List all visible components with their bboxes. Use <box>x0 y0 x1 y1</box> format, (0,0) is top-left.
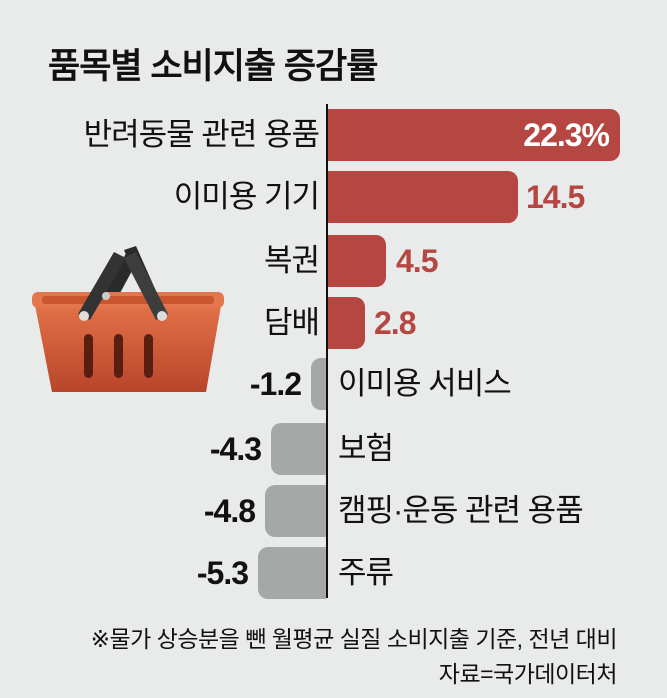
value-label: -5.3 <box>196 555 249 591</box>
value-label: -4.3 <box>209 431 262 467</box>
bar-positive <box>328 235 386 287</box>
value-label: 14.5 <box>526 179 585 215</box>
source-note: 자료=국가데이터처 <box>438 661 618 687</box>
bar-row-insurance: -4.3 보험 <box>0 423 667 475</box>
bar-row-alcohol: -5.3 주류 <box>0 547 667 599</box>
value-label: 2.8 <box>374 305 416 341</box>
category-label: 이미용 기기 <box>173 179 320 214</box>
category-label: 반려동물 관련 용품 <box>83 117 320 152</box>
category-label: 담배 <box>263 305 320 340</box>
category-label: 보험 <box>338 431 394 466</box>
bar-row-lottery: 복권 4.5 <box>0 235 667 287</box>
value-label: 4.5 <box>396 243 438 279</box>
category-label: 이미용 서비스 <box>338 366 512 401</box>
bar-positive <box>328 171 518 223</box>
footnote: ※물가 상승분을 뺀 월평균 실질 소비지출 기준, 전년 대비 <box>90 626 618 652</box>
bar-row-pet-supplies: 반려동물 관련 용품 22.3% <box>0 109 667 161</box>
value-label: -4.8 <box>203 493 256 529</box>
bar-positive <box>328 109 620 161</box>
shopping-basket-icon <box>32 246 224 392</box>
bar-row-camping-sports: -4.8 캠핑·운동 관련 용품 <box>0 485 667 537</box>
bar-negative <box>311 358 326 410</box>
bar-negative <box>265 485 326 537</box>
chart-title: 품목별 소비지출 증감률 <box>48 47 378 86</box>
bar-row-tobacco: 담배 2.8 <box>0 297 667 349</box>
bar-positive <box>328 297 365 349</box>
bar-negative <box>271 423 326 475</box>
category-label: 복권 <box>263 243 320 278</box>
category-label: 주류 <box>338 555 394 590</box>
zero-axis-line <box>326 104 328 598</box>
bar-row-beauty-services: -1.2 이미용 서비스 <box>0 358 667 410</box>
bar-negative <box>258 547 326 599</box>
value-label: -1.2 <box>249 366 302 402</box>
category-label: 캠핑·운동 관련 용품 <box>338 493 584 528</box>
bar-row-beauty-devices: 이미용 기기 14.5 <box>0 171 667 223</box>
value-label: 22.3% <box>523 117 610 153</box>
